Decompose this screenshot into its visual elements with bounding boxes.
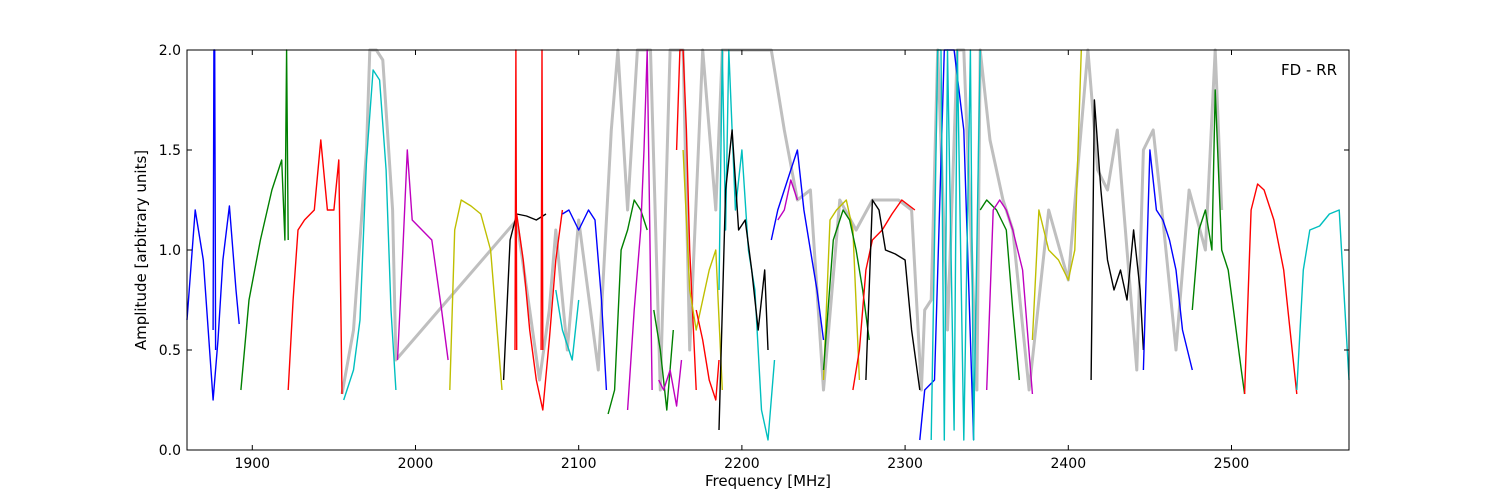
series-line-33 (1090, 99, 1145, 381)
series-line-31 (986, 199, 1034, 395)
x-tick-label: 2000 (398, 456, 434, 472)
x-ticks: 1900 2000 2100 2200 2300 2400 2500 (234, 50, 1249, 472)
y-tick-label: 1.0 (159, 243, 181, 259)
x-tick-label: 2300 (887, 456, 923, 472)
series-line-5 (396, 149, 449, 361)
series-line-34 (1142, 149, 1193, 371)
series-line-20 (718, 49, 776, 441)
y-tick-label: 0.5 (159, 343, 181, 359)
series-line-12 (555, 289, 580, 361)
series-line-19 (695, 309, 720, 401)
x-tick-label: 2200 (724, 456, 760, 472)
series-line-32 (1031, 49, 1082, 341)
x-tick-label: 2400 (1050, 456, 1086, 472)
series-line-4 (343, 69, 397, 401)
series-line-6 (449, 199, 503, 391)
x-tick-label: 2100 (561, 456, 597, 472)
series-line-0 (186, 205, 240, 401)
series-line-25 (822, 209, 870, 371)
y-ticks: 0.0 0.5 1.0 1.5 2.0 (159, 43, 1349, 459)
series-line-3 (287, 139, 343, 395)
y-axis-label: Amplitude [arbitrary units] (132, 150, 150, 350)
series-line-37 (1296, 209, 1350, 391)
series-line-21 (718, 129, 769, 431)
series-line-13 (607, 199, 648, 415)
series-line-11 (562, 209, 608, 391)
series-line-35 (1191, 89, 1246, 395)
series-line-26 (852, 199, 916, 391)
series-line-22 (770, 149, 825, 341)
series-line-7 (502, 213, 547, 381)
series-line-8 (516, 209, 564, 411)
annotation-label: FD - RR (1281, 61, 1337, 79)
y-tick-label: 0.0 (159, 443, 181, 459)
y-tick-label: 2.0 (159, 43, 181, 59)
series-line-24 (822, 199, 861, 381)
series-line-23 (777, 179, 799, 221)
series-line-30 (979, 199, 1020, 381)
series-line-17 (675, 49, 697, 391)
series-line-18 (682, 149, 723, 391)
x-axis-label: Frequency [MHz] (705, 472, 831, 490)
series-line-2 (240, 49, 289, 391)
series-line-16 (658, 359, 683, 407)
x-tick-label: 2500 (1214, 456, 1250, 472)
y-tick-label: 1.5 (159, 143, 181, 159)
plot-background (187, 50, 1349, 450)
x-tick-label: 1900 (234, 456, 270, 472)
series-line-36 (1243, 183, 1298, 395)
series-line-14 (626, 49, 653, 411)
series-line-27 (865, 199, 921, 391)
